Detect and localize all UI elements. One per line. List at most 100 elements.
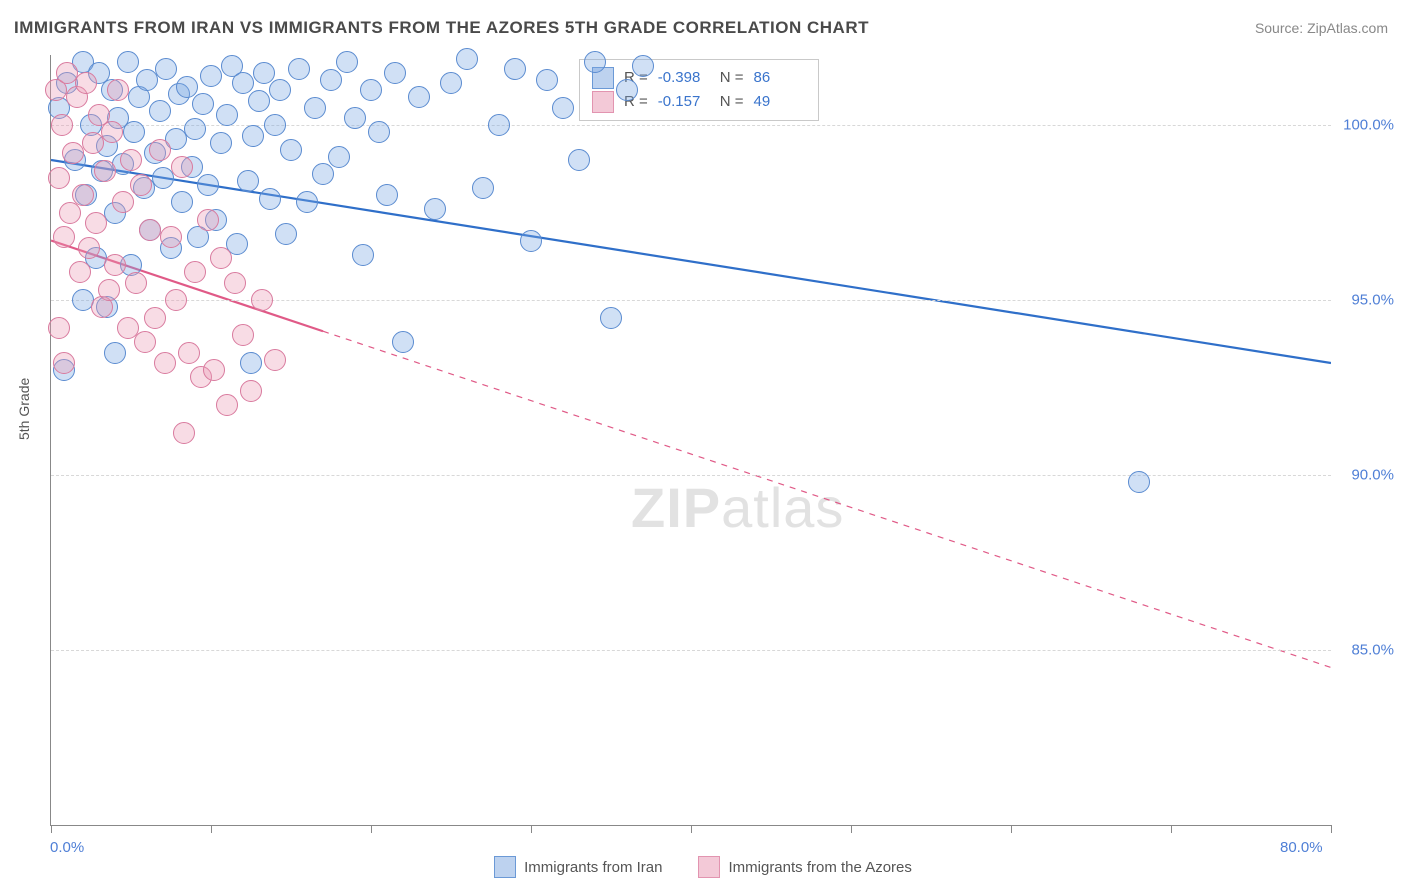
y-tick-label: 100.0% — [1343, 117, 1394, 134]
data-point — [264, 114, 286, 136]
data-point — [408, 86, 430, 108]
data-point — [352, 244, 374, 266]
plot-area: ZIPatlas R =-0.398N =86R =-0.157N =49 — [50, 55, 1331, 826]
x-tick — [371, 825, 372, 833]
data-point — [75, 72, 97, 94]
data-point — [1128, 471, 1150, 493]
data-point — [203, 359, 225, 381]
data-point — [259, 188, 281, 210]
legend-label: Immigrants from Iran — [524, 859, 662, 876]
data-point — [488, 114, 510, 136]
data-point — [240, 380, 262, 402]
data-point — [253, 62, 275, 84]
data-point — [139, 219, 161, 241]
data-point — [232, 324, 254, 346]
data-point — [269, 79, 291, 101]
data-point — [53, 226, 75, 248]
data-point — [104, 342, 126, 364]
watermark: ZIPatlas — [631, 475, 844, 540]
data-point — [112, 191, 134, 213]
data-point — [210, 247, 232, 269]
data-point — [216, 104, 238, 126]
series-legend: Immigrants from Iran Immigrants from the … — [0, 856, 1406, 882]
x-tick — [1331, 825, 1332, 833]
data-point — [173, 422, 195, 444]
data-point — [616, 79, 638, 101]
data-point — [210, 132, 232, 154]
y-tick-label: 90.0% — [1351, 467, 1394, 484]
data-point — [98, 279, 120, 301]
data-point — [117, 51, 139, 73]
data-point — [536, 69, 558, 91]
data-point — [184, 261, 206, 283]
data-point — [584, 51, 606, 73]
data-point — [85, 212, 107, 234]
n-value: 86 — [754, 66, 806, 90]
data-point — [165, 289, 187, 311]
data-point — [392, 331, 414, 353]
gridline-h — [51, 300, 1331, 301]
data-point — [320, 69, 342, 91]
y-tick-label: 95.0% — [1351, 292, 1394, 309]
gridline-h — [51, 650, 1331, 651]
data-point — [240, 352, 262, 374]
data-point — [69, 261, 91, 283]
data-point — [280, 139, 302, 161]
data-point — [242, 125, 264, 147]
data-point — [216, 394, 238, 416]
data-point — [178, 342, 200, 364]
data-point — [288, 58, 310, 80]
y-axis-label: 5th Grade — [16, 378, 32, 440]
data-point — [237, 170, 259, 192]
legend-item: Immigrants from the Azores — [698, 856, 911, 878]
data-point — [200, 65, 222, 87]
n-value: 49 — [754, 90, 806, 114]
data-point — [472, 177, 494, 199]
x-tick — [531, 825, 532, 833]
data-point — [48, 317, 70, 339]
data-point — [120, 149, 142, 171]
data-point — [184, 118, 206, 140]
source-label: Source: ZipAtlas.com — [1255, 20, 1388, 36]
data-point — [568, 149, 590, 171]
n-label: N = — [720, 66, 744, 90]
data-point — [360, 79, 382, 101]
chart-title: IMMIGRANTS FROM IRAN VS IMMIGRANTS FROM … — [14, 18, 869, 38]
data-point — [104, 254, 126, 276]
data-point — [456, 48, 478, 70]
data-point — [134, 331, 156, 353]
data-point — [51, 114, 73, 136]
data-point — [224, 272, 246, 294]
data-point — [171, 156, 193, 178]
x-tick — [1171, 825, 1172, 833]
data-point — [125, 272, 147, 294]
data-point — [232, 72, 254, 94]
data-point — [94, 160, 116, 182]
data-point — [144, 307, 166, 329]
data-point — [424, 198, 446, 220]
data-point — [368, 121, 390, 143]
r-value: -0.157 — [658, 90, 710, 114]
x-tick — [1011, 825, 1012, 833]
y-tick-label: 85.0% — [1351, 642, 1394, 659]
data-point — [336, 51, 358, 73]
x-tick-label: 80.0% — [1280, 839, 1323, 856]
data-point — [154, 352, 176, 374]
data-point — [101, 121, 123, 143]
legend-label: Immigrants from the Azores — [728, 859, 911, 876]
data-point — [160, 226, 182, 248]
data-point — [155, 58, 177, 80]
data-point — [328, 146, 350, 168]
data-point — [123, 121, 145, 143]
data-point — [376, 184, 398, 206]
data-point — [107, 79, 129, 101]
swatch-icon — [494, 856, 516, 878]
data-point — [632, 55, 654, 77]
data-point — [197, 174, 219, 196]
data-point — [275, 223, 297, 245]
data-point — [176, 76, 198, 98]
r-value: -0.398 — [658, 66, 710, 90]
x-tick-label: 0.0% — [50, 839, 84, 856]
data-point — [130, 174, 152, 196]
data-point — [440, 72, 462, 94]
